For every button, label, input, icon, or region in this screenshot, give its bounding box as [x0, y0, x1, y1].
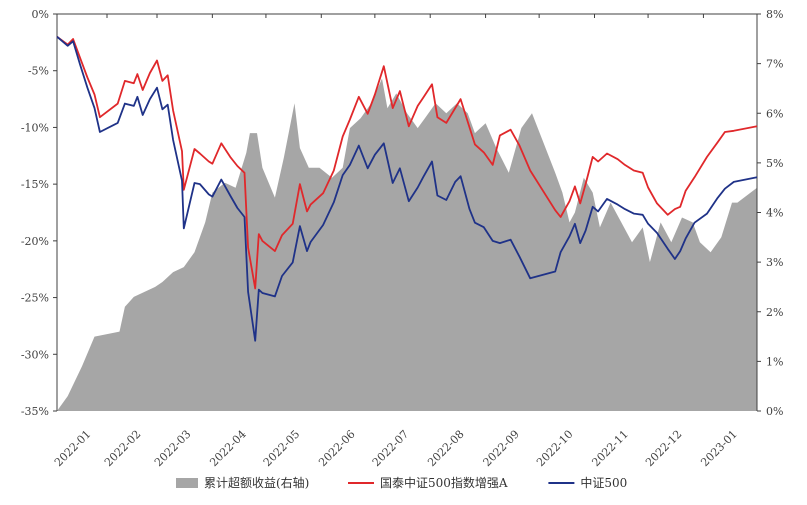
right-tick-label: 6% [766, 107, 783, 120]
x-tick-label: 2023-01 [698, 428, 740, 470]
x-tick-label: 2022-03 [152, 428, 194, 470]
left-tick-label: -35% [21, 405, 49, 418]
left-tick-label: -10% [21, 121, 49, 134]
right-tick-label: 5% [766, 157, 783, 170]
left-tick-label: -30% [21, 348, 49, 361]
x-tick-label: 2022-08 [425, 428, 467, 470]
x-tick-label: 2022-05 [261, 428, 303, 470]
left-tick-label: 0% [32, 8, 49, 21]
legend-label: 累计超额收益(右轴) [204, 475, 309, 490]
right-tick-label: 3% [766, 256, 783, 269]
left-tick-label: -25% [21, 292, 49, 305]
right-tick-label: 0% [766, 405, 783, 418]
x-tick-label: 2022-06 [316, 428, 358, 470]
left-tick-label: -20% [21, 235, 49, 248]
line-series-guotai-500-enhanced [56, 35, 758, 290]
right-tick-label: 8% [766, 8, 783, 21]
area-series-excess-return [57, 78, 757, 411]
x-tick-label: 2022-12 [643, 428, 685, 470]
legend-label: 中证500 [580, 475, 627, 490]
right-tick-label: 1% [766, 355, 783, 368]
right-tick-label: 4% [766, 207, 783, 220]
x-tick-label: 2022-10 [534, 428, 576, 470]
right-tick-label: 2% [766, 306, 783, 319]
x-tick-label: 2022-11 [589, 428, 631, 470]
right-tick-label: 7% [766, 58, 783, 71]
x-tick-label: 2022-01 [52, 428, 94, 470]
x-tick-label: 2022-02 [102, 428, 144, 470]
x-tick-label: 2022-04 [207, 428, 249, 470]
legend-label: 国泰中证500指数增强A [380, 475, 508, 490]
left-tick-label: -15% [21, 178, 49, 191]
left-tick-label: -5% [28, 65, 49, 78]
line-series-csi-500 [56, 36, 758, 342]
x-tick-label: 2022-09 [481, 428, 523, 470]
legend-swatch-excess-return [176, 478, 198, 488]
x-tick-label: 2022-07 [370, 428, 412, 470]
